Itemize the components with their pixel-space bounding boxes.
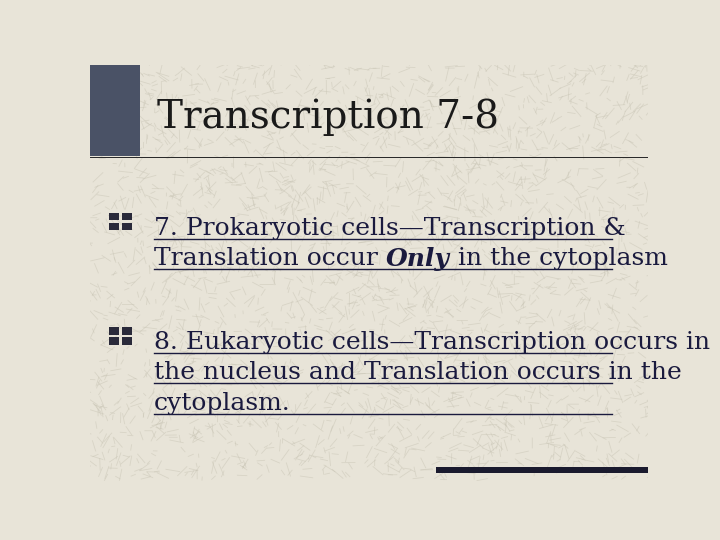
- Text: Translation occur: Translation occur: [154, 247, 386, 270]
- Bar: [109, 213, 119, 220]
- Text: Only: Only: [386, 247, 450, 271]
- Bar: [109, 337, 119, 345]
- Text: the nucleus and Translation occurs in the: the nucleus and Translation occurs in th…: [154, 361, 682, 384]
- Text: cytoplasm.: cytoplasm.: [154, 392, 291, 415]
- Text: 7. Prokaryotic cells—Transcription &: 7. Prokaryotic cells—Transcription &: [154, 217, 626, 240]
- Bar: [122, 327, 132, 335]
- Text: 8. Eukaryotic cells—Transcription occurs in: 8. Eukaryotic cells—Transcription occurs…: [154, 331, 711, 354]
- Text: in the cytoplasm: in the cytoplasm: [450, 247, 667, 270]
- Bar: [122, 337, 132, 345]
- Bar: [122, 223, 132, 230]
- Text: Transcription 7-8: Transcription 7-8: [157, 98, 499, 136]
- Bar: [90, 65, 140, 156]
- Bar: [122, 213, 132, 220]
- Bar: [109, 223, 119, 230]
- Bar: [90, 157, 648, 158]
- Bar: [436, 467, 648, 473]
- Bar: [109, 327, 119, 335]
